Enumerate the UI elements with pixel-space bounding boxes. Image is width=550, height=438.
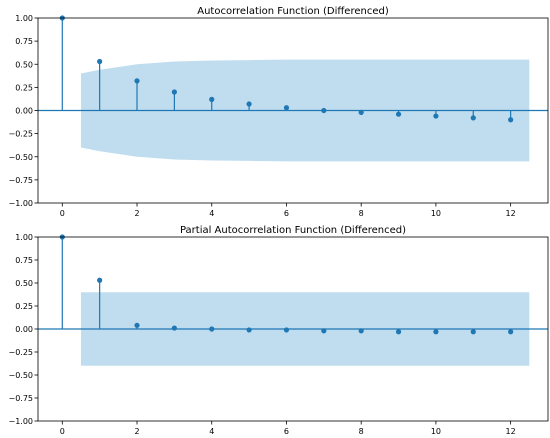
stem-marker-lag-6: [283, 105, 290, 111]
y-tick-label: −0.50: [8, 371, 33, 380]
stem-marker-lag-7: [321, 328, 327, 334]
stem-marker-lag-7: [321, 107, 327, 114]
y-tick-label: 0.50: [15, 60, 33, 69]
y-tick-label: 1.00: [15, 14, 33, 23]
stem-marker-lag-3: [171, 89, 177, 95]
stem-marker-lag-12: [508, 329, 514, 335]
stem-marker-lag-4: [209, 96, 215, 102]
stem-marker-lag-1: [97, 58, 103, 65]
stem-marker-lag-11: [470, 329, 476, 335]
stem-marker-lag-3: [171, 325, 177, 331]
stem-marker-lag-5: [246, 327, 252, 333]
stem-marker-lag-12: [508, 117, 514, 123]
x-tick-label: 0: [60, 427, 65, 436]
stem-marker-lag-6: [283, 327, 290, 333]
acf-panel: Autocorrelation Function (Differenced) 1.…: [8, 6, 549, 218]
stem-marker-lag-4: [209, 326, 215, 332]
x-tick-label: 12: [506, 209, 516, 218]
x-tick-label: 4: [209, 427, 214, 436]
y-tick-label: 0.50: [15, 279, 33, 288]
y-tick-label: −1.00: [8, 199, 33, 208]
stem-marker-lag-9: [395, 111, 402, 117]
y-tick-label: 0.00: [15, 107, 33, 116]
x-tick-label: 8: [359, 427, 364, 436]
pacf-panel: Partial Autocorrelation Function (Differ…: [8, 225, 549, 436]
y-tick-label: 0.75: [15, 37, 33, 46]
x-tick-label: 2: [134, 209, 139, 218]
stem-marker-lag-11: [470, 115, 476, 121]
stem-marker-lag-5: [246, 101, 252, 107]
x-tick-label: 10: [431, 209, 441, 218]
y-tick-label: −0.75: [8, 176, 33, 185]
x-tick-label: 4: [209, 209, 214, 218]
y-tick-label: −0.25: [8, 130, 33, 139]
y-tick-label: 0.25: [15, 302, 33, 311]
stem-marker-lag-8: [358, 109, 364, 115]
stem-marker-lag-9: [395, 329, 402, 335]
x-tick-label: 6: [284, 209, 289, 218]
chart-title: Autocorrelation Function (Differenced): [197, 6, 389, 17]
y-tick-label: 0.00: [15, 325, 33, 334]
x-tick-label: 2: [134, 427, 139, 436]
y-tick-label: −0.75: [8, 394, 33, 403]
y-tick-label: −0.50: [8, 153, 33, 162]
x-tick-label: 12: [506, 427, 516, 436]
stem-marker-lag-10: [433, 329, 439, 335]
x-tick-label: 10: [431, 427, 441, 436]
x-tick-label: 0: [60, 209, 65, 218]
stem-marker-lag-2: [134, 78, 140, 84]
stem-marker-lag-1: [97, 277, 103, 283]
y-tick-label: 0.25: [15, 83, 33, 92]
y-tick-label: −0.25: [8, 348, 33, 357]
stem-marker-lag-2: [134, 322, 140, 328]
stem-marker-lag-8: [358, 328, 364, 334]
y-tick-label: 1.00: [15, 233, 33, 242]
x-tick-label: 8: [359, 209, 364, 218]
stem-marker-lag-10: [433, 113, 439, 119]
y-tick-label: −1.00: [8, 417, 33, 426]
chart-title: Partial Autocorrelation Function (Differ…: [180, 225, 406, 236]
x-tick-label: 6: [284, 427, 289, 436]
y-tick-label: 0.75: [15, 256, 33, 265]
